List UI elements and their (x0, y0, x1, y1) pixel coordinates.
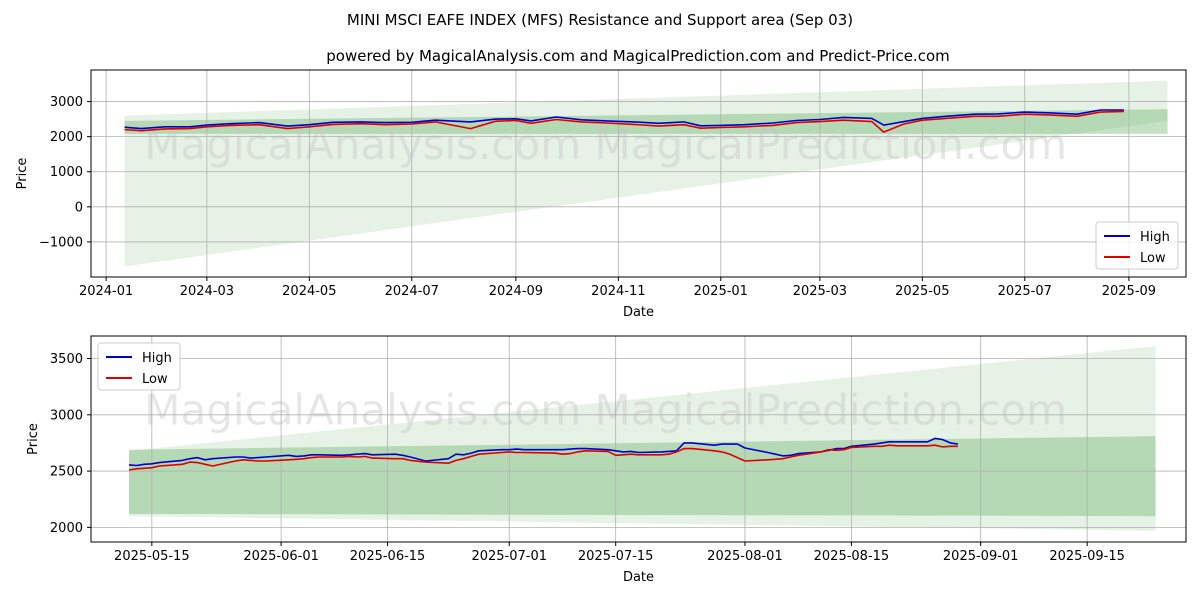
series-line-low (124, 110, 1124, 133)
y-tick-label: 3000 (50, 408, 83, 423)
x-tick-label: 2025-08-15 (814, 549, 890, 564)
x-tick-label: 2025-07 (998, 284, 1052, 299)
chart-title: MINI MSCI EAFE INDEX (MFS) Resistance an… (347, 11, 853, 29)
x-tick-label: 2025-03 (793, 284, 847, 299)
y-tick-label: 0 (75, 200, 83, 215)
x-axis-label: Date (623, 305, 654, 320)
x-tick-label: 2025-05 (895, 284, 949, 299)
chart-panel-top: MagicalAnalysis.com MagicalPrediction.co… (15, 69, 1187, 320)
y-tick-label: 2500 (50, 465, 83, 480)
y-tick-label: 2000 (50, 521, 83, 536)
y-tick-label: 3000 (50, 95, 83, 110)
watermark: MagicalAnalysis.com MagicalPrediction.co… (144, 386, 1067, 435)
x-tick-label: 2025-06-15 (350, 549, 426, 564)
x-tick-label: 2025-06-01 (243, 549, 319, 564)
x-tick-label: 2024-07 (385, 284, 439, 299)
x-tick-label: 2025-01 (694, 284, 748, 299)
y-axis-label: Price (15, 158, 30, 190)
y-tick-label: 3500 (50, 352, 83, 367)
x-tick-label: 2024-03 (180, 284, 234, 299)
y-tick-label: −1000 (39, 235, 83, 250)
x-tick-label: 2025-09-15 (1049, 549, 1125, 564)
legend: High Low (97, 342, 181, 391)
x-tick-label: 2025-09 (1102, 284, 1156, 299)
y-axis-label: Price (26, 423, 41, 455)
legend: High Low (1095, 221, 1179, 270)
x-tick-label: 2024-11 (591, 284, 645, 299)
series-line-low (128, 444, 958, 471)
x-tick-label: 2024-09 (489, 284, 543, 299)
projection-band (129, 346, 1156, 531)
legend-label-high: High (1140, 230, 1170, 245)
x-tick-label: 2025-08-01 (707, 549, 783, 564)
plot-area: MagicalAnalysis.com MagicalPrediction.co… (91, 336, 1186, 542)
support-resistance-band (129, 436, 1156, 517)
x-tick-label: 2024-01 (79, 284, 133, 299)
projection-band (124, 80, 1168, 267)
plot-frame (90, 335, 1187, 543)
plot-area: MagicalAnalysis.com MagicalPrediction.co… (91, 70, 1186, 277)
x-tick-label: 2024-05 (282, 284, 336, 299)
x-tick-label: 2025-09-01 (943, 549, 1019, 564)
y-tick-label: 1000 (50, 165, 83, 180)
support-resistance-band (124, 109, 1168, 134)
chart-subtitle: powered by MagicalAnalysis.com and Magic… (326, 47, 950, 65)
series-line-high (124, 109, 1124, 130)
x-tick-label: 2025-07-01 (471, 549, 547, 564)
legend-label-low: Low (1140, 251, 1166, 266)
legend-label-low: Low (142, 372, 168, 387)
chart-panel-bottom: MagicalAnalysis.com MagicalPrediction.co… (26, 335, 1187, 585)
y-tick-label: 2000 (50, 130, 83, 145)
x-axis-label: Date (623, 570, 654, 585)
legend-label-high: High (142, 351, 172, 366)
x-tick-label: 2025-07-15 (578, 549, 654, 564)
plot-frame (90, 69, 1187, 278)
x-tick-label: 2025-05-15 (114, 549, 190, 564)
